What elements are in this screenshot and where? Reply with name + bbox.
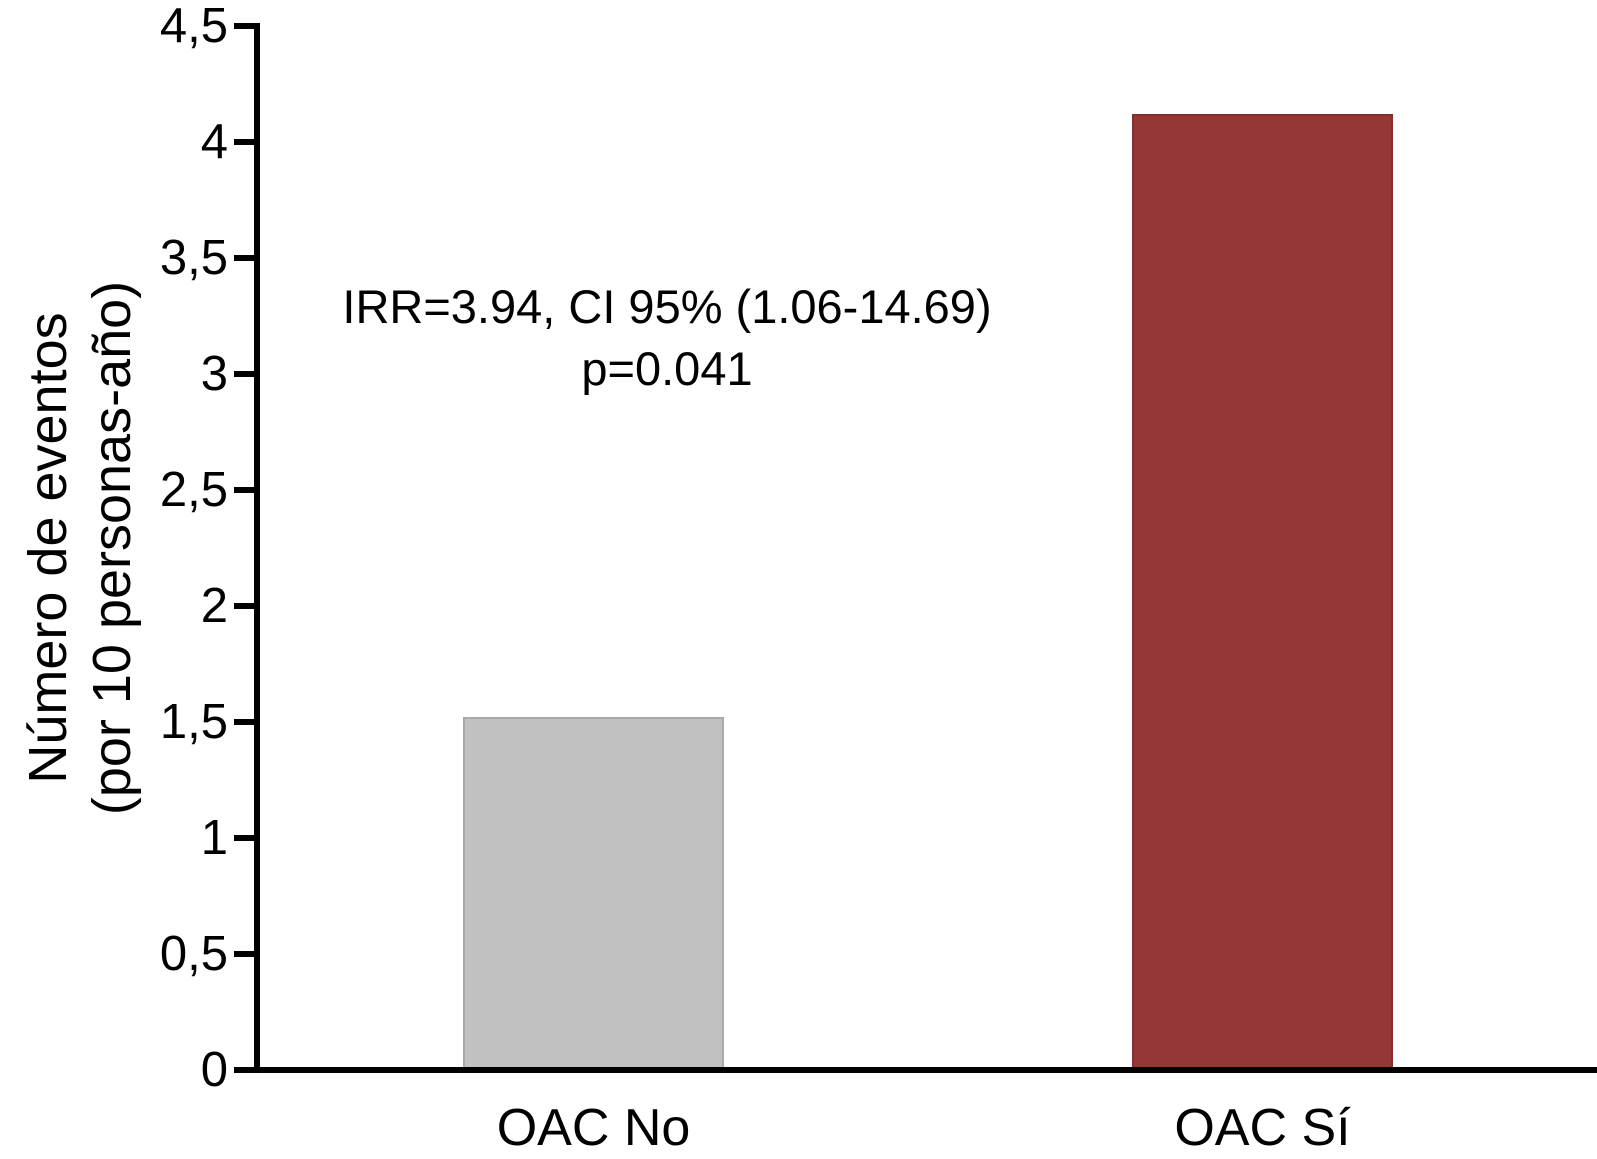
bar-oac-si: [1132, 114, 1393, 1070]
irr-ci-text: IRR=3.94, CI 95% (1.06-14.69): [342, 280, 992, 333]
x-axis-label-oac-no: OAC No: [496, 1099, 691, 1157]
y-tick-label-3-5: 3,5: [159, 231, 228, 285]
y-tick-4: [234, 139, 260, 145]
y-tick-2-5: [234, 487, 260, 493]
p-value-text: p=0.041: [581, 342, 753, 395]
y-tick-3-5: [234, 255, 260, 261]
y-tick-0: [234, 1067, 260, 1073]
x-axis-line: [254, 1067, 1597, 1073]
y-tick-4-5: [234, 23, 260, 29]
y-tick-3: [234, 371, 260, 377]
y-tick-1-5: [234, 719, 260, 725]
y-tick-label-3: 3: [200, 347, 228, 401]
y-tick-label-2-5: 2,5: [159, 463, 228, 517]
bar-oac-no: [463, 717, 724, 1070]
y-tick-label-4-5: 4,5: [159, 0, 228, 53]
y-tick-label-1-5: 1,5: [159, 695, 228, 749]
y-tick-0-5: [234, 951, 260, 957]
y-tick-1: [234, 835, 260, 841]
y-axis-line: [254, 23, 260, 1073]
x-axis-label-oac-si: OAC Sí: [1174, 1099, 1351, 1157]
y-tick-label-2: 2: [200, 579, 228, 633]
y-tick-label-4: 4: [200, 115, 228, 169]
y-tick-label-0-5: 0,5: [159, 927, 228, 981]
stats-annotation: IRR=3.94, CI 95% (1.06-14.69) p=0.041: [307, 276, 1027, 400]
y-tick-label-0: 0: [200, 1043, 228, 1097]
y-tick-2: [234, 603, 260, 609]
y-tick-label-1: 1: [200, 811, 228, 865]
